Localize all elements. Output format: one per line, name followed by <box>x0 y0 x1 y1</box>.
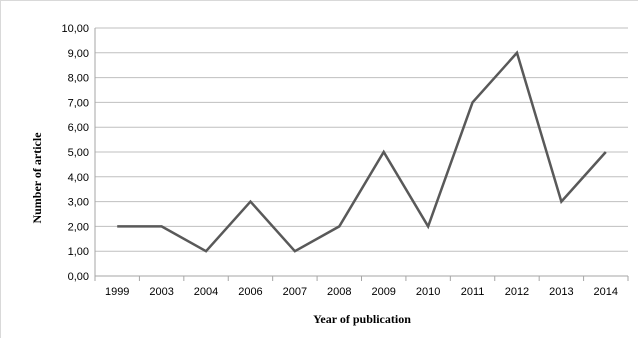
gridlines <box>95 28 628 251</box>
x-tick-label: 2004 <box>194 286 218 298</box>
y-tick-label: 3,00 <box>68 197 89 209</box>
x-tick-label: 2013 <box>549 286 573 298</box>
y-tick-labels: 0,00 1,00 2,00 3,00 4,00 5,00 6,00 7,00 8,00 9,00… <box>61 23 89 283</box>
x-tick-label: 2014 <box>594 286 618 298</box>
x-tick-label: 2007 <box>283 286 307 298</box>
x-axis-title: Year of publication <box>313 312 411 326</box>
x-tick-label: 2012 <box>505 286 529 298</box>
y-tick-label: 1,00 <box>68 246 89 258</box>
y-tick-label: 0,00 <box>68 271 89 283</box>
x-tick-label: 2006 <box>238 286 262 298</box>
y-axis-title: Number of article <box>30 132 44 224</box>
y-tick-label: 5,00 <box>68 147 89 159</box>
x-tick-label: 2010 <box>416 286 440 298</box>
x-tick-label: 2003 <box>149 286 173 298</box>
y-tick-label: 7,00 <box>68 97 89 109</box>
x-tick-label: 1999 <box>105 286 129 298</box>
x-tick-label: 2011 <box>461 286 485 298</box>
x-tick-labels: 1999 2003 2004 2006 2007 2008 2009 2010 2011 2012… <box>105 286 618 298</box>
y-tick-label: 4,00 <box>68 172 89 184</box>
x-tick-label: 2008 <box>327 286 351 298</box>
x-tick-label: 2009 <box>371 286 395 298</box>
y-tick-label: 6,00 <box>68 122 89 134</box>
y-tick-label: 10,00 <box>61 23 89 35</box>
y-tick-label: 2,00 <box>68 221 89 233</box>
y-tick-label: 8,00 <box>68 73 89 85</box>
y-tick-label: 9,00 <box>68 48 89 60</box>
